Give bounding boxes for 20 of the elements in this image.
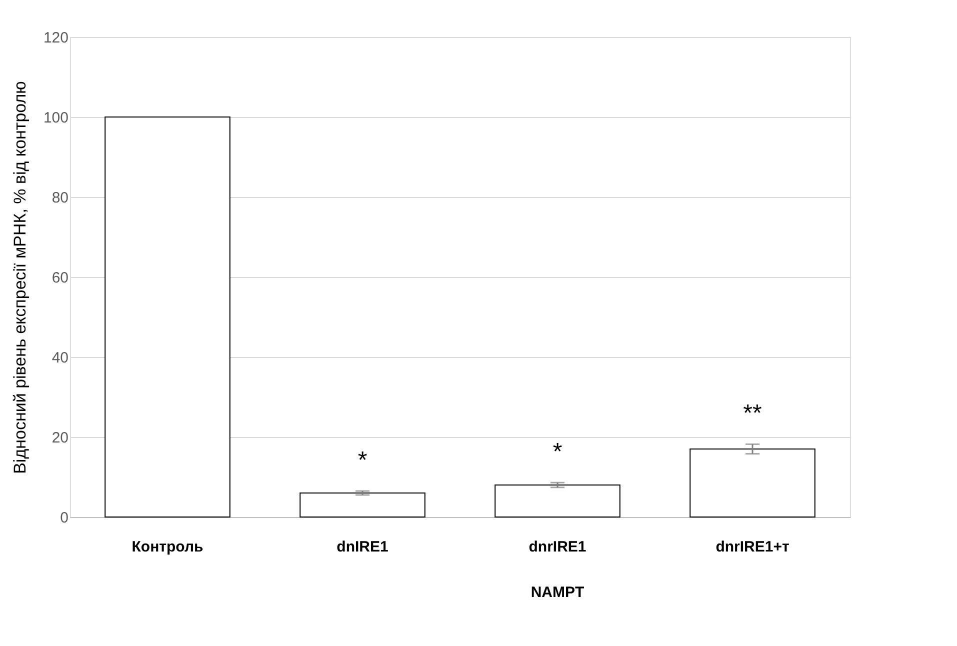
text: NAMPT xyxy=(530,584,584,601)
y-tick-label: 40 xyxy=(52,350,68,366)
x-tick-label: dnrIRE1 xyxy=(528,538,586,556)
y-tick-label: 60 xyxy=(52,270,68,286)
annotation: * xyxy=(552,438,562,466)
annotation: * xyxy=(358,447,368,474)
y-tick-label: 80 xyxy=(52,190,68,206)
y-tick-label: 120 xyxy=(43,30,68,46)
bar xyxy=(104,116,230,518)
y-tick-label: 0 xyxy=(60,510,68,526)
bar xyxy=(300,492,426,518)
y-axis-title: Відносний рівень експресії мРНК, % від контролю xyxy=(10,80,30,474)
x-tick-label: dnIRE1 xyxy=(336,538,388,556)
bar xyxy=(690,448,816,518)
x-tick-label: Контроль xyxy=(132,538,204,556)
y-tick-label: 20 xyxy=(52,430,68,446)
annotation: ** xyxy=(743,400,762,428)
y-tick-label: 100 xyxy=(43,110,68,126)
bar xyxy=(494,484,620,518)
x-tick-label: dnrIRE1+т xyxy=(716,538,790,556)
